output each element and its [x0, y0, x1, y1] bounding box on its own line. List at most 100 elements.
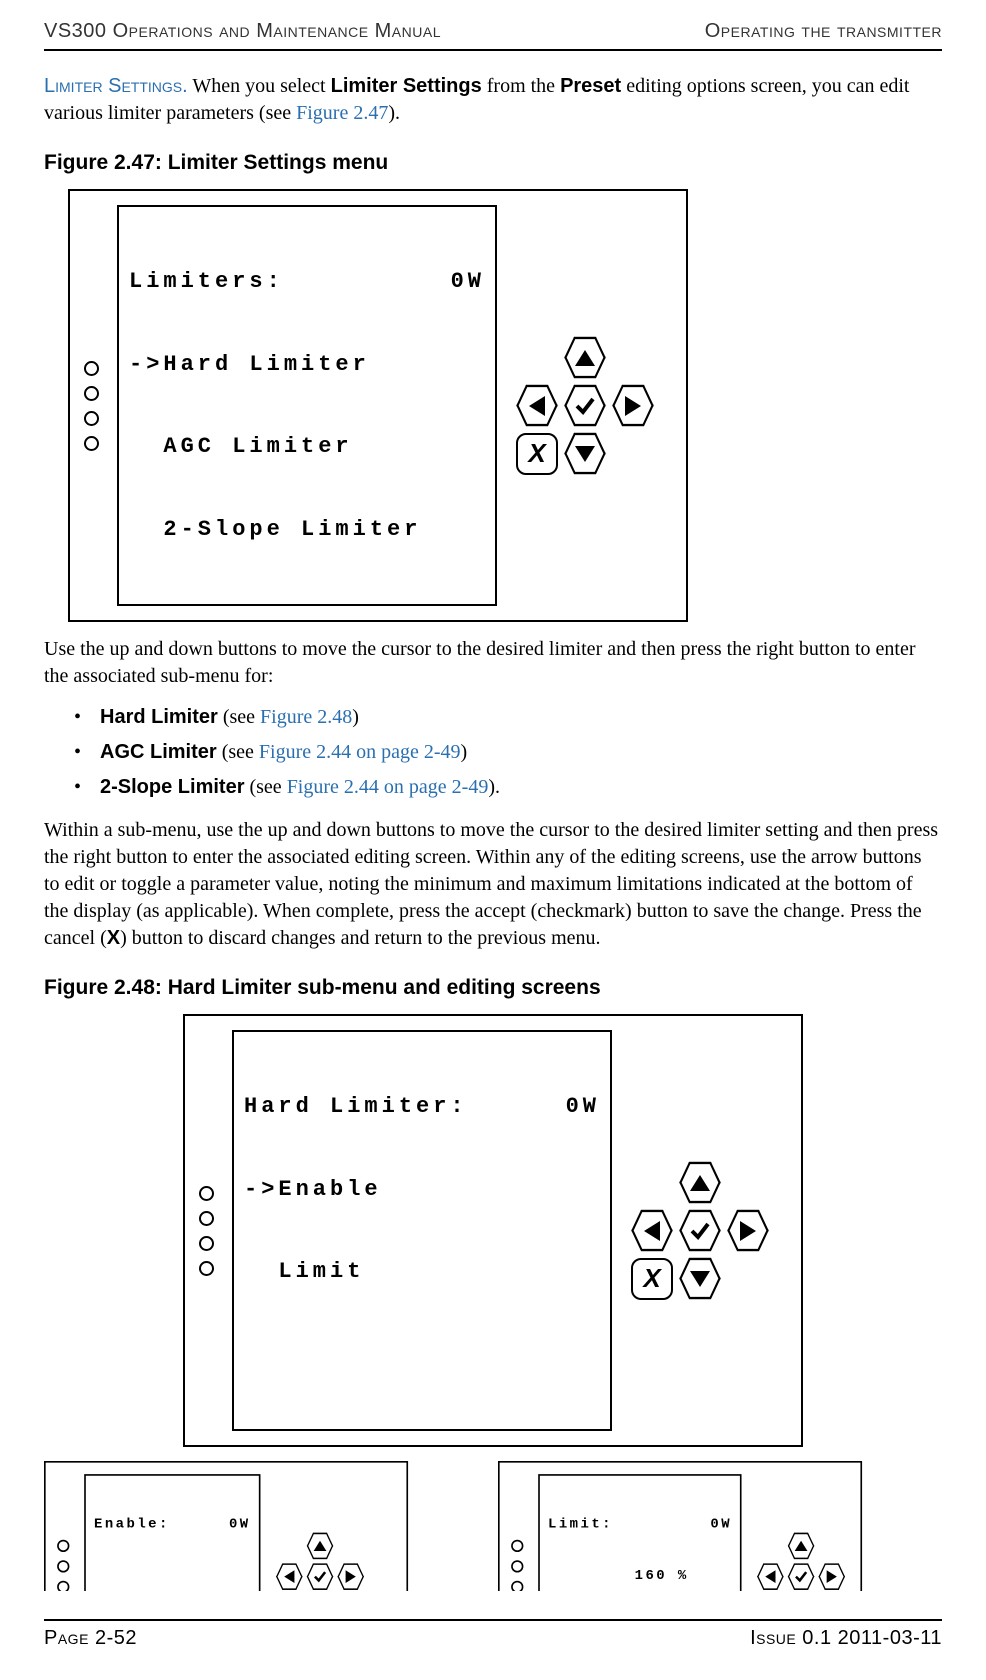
dpad: X [275, 1532, 365, 1591]
figure-247-caption: Figure 2.47: Limiter Settings menu [44, 151, 942, 175]
down-button[interactable] [563, 432, 607, 476]
led-column [511, 1540, 523, 1591]
cancel-button[interactable]: X [516, 433, 558, 475]
footer-rule [44, 1619, 942, 1621]
lcd-line: 160 % [548, 1568, 732, 1585]
p3-t2: ) button to discard changes and return t… [120, 927, 600, 949]
arrow-up-icon [690, 1175, 710, 1191]
list-link: Figure 2.44 on page 2-49 [259, 741, 461, 763]
submenu-paragraph: Within a sub-menu, use the up and down b… [44, 817, 942, 952]
lcd-line: Limit [244, 1258, 600, 1286]
arrow-left-icon [284, 1570, 294, 1583]
lcd-line: ->Hard Limiter [129, 351, 485, 379]
lcd-line: Limiters: [129, 268, 284, 296]
up-button[interactable] [678, 1161, 722, 1205]
up-button[interactable] [563, 336, 607, 380]
section-title-run: Limiter Settings. [44, 75, 188, 97]
arrow-right-icon [740, 1221, 756, 1241]
right-button[interactable] [611, 384, 655, 428]
left-button[interactable] [757, 1562, 785, 1590]
arrow-left-icon [644, 1221, 660, 1241]
accept-button[interactable] [306, 1562, 334, 1590]
right-button[interactable] [818, 1562, 846, 1590]
arrow-right-icon [346, 1570, 356, 1583]
led-icon [199, 1186, 214, 1201]
lcd-line: 0W [229, 1516, 251, 1533]
lcd-line: ->Enable [244, 1176, 600, 1204]
led-icon [84, 411, 99, 426]
list-end: ) [461, 741, 468, 763]
accept-button[interactable] [678, 1209, 722, 1253]
arrow-up-icon [575, 350, 595, 366]
list-mid: (see [218, 706, 260, 728]
p1-b1: Limiter Settings [331, 75, 482, 97]
left-button[interactable] [515, 384, 559, 428]
check-icon [573, 394, 597, 418]
p1-b2: Preset [560, 75, 621, 97]
lcd-line: Enable: [94, 1516, 170, 1533]
list-label: 2-Slope Limiter [100, 776, 244, 798]
down-button[interactable] [678, 1257, 722, 1301]
x-icon: X [643, 1263, 660, 1294]
p3-x: X [107, 927, 120, 949]
lcd-line: AGC Limiter [129, 433, 485, 461]
lcd-line: 2-Slope Limiter [129, 516, 485, 544]
right-button[interactable] [337, 1562, 365, 1590]
lcd-screen-limit: Limit:0W 160 % (0 to 160 %) [538, 1474, 742, 1591]
p1-t4: ). [388, 102, 400, 124]
left-button[interactable] [275, 1562, 303, 1590]
led-icon [84, 386, 99, 401]
accept-button[interactable] [563, 384, 607, 428]
list-end: ). [488, 776, 500, 798]
led-column [199, 1186, 214, 1276]
list-end: ) [352, 706, 359, 728]
led-icon [511, 1581, 523, 1591]
up-button[interactable] [787, 1532, 815, 1560]
arrow-right-icon [625, 396, 641, 416]
dpad: X [515, 336, 655, 476]
led-icon [199, 1211, 214, 1226]
arrow-left-icon [529, 396, 545, 416]
check-icon [312, 1569, 327, 1584]
lcd-line: 0W [451, 268, 485, 296]
header-rule [44, 49, 942, 51]
led-icon [57, 1540, 69, 1552]
list-mid: (see [244, 776, 286, 798]
arrow-down-icon [690, 1271, 710, 1287]
led-icon [84, 361, 99, 376]
left-button[interactable] [630, 1209, 674, 1253]
led-icon [84, 436, 99, 451]
right-button[interactable] [726, 1209, 770, 1253]
led-icon [511, 1540, 523, 1552]
list-label: AGC Limiter [100, 741, 217, 763]
check-icon [688, 1219, 712, 1243]
figure-248-caption: Figure 2.48: Hard Limiter sub-menu and e… [44, 976, 942, 1000]
led-icon [57, 1560, 69, 1572]
x-icon: X [528, 438, 545, 469]
limiter-settings-paragraph: Limiter Settings. When you select Limite… [44, 73, 942, 127]
list-item: Hard Limiter (see Figure 2.48) [100, 706, 942, 729]
figure-247: Limiters: 0W ->Hard Limiter AGC Limiter 2… [68, 189, 942, 622]
up-button[interactable] [306, 1532, 334, 1560]
header-right: Operating the transmitter [705, 20, 942, 43]
cancel-button[interactable]: X [631, 1258, 673, 1300]
header-left: VS300 Operations and Maintenance Manual [44, 20, 441, 43]
footer-right: Issue 0.1 2011-03-11 [750, 1627, 942, 1650]
arrow-right-icon [827, 1570, 837, 1583]
dpad: X [757, 1532, 847, 1591]
lcd-screen: Limiters: 0W ->Hard Limiter AGC Limiter 2… [117, 205, 497, 606]
list-link: Figure 2.44 on page 2-49 [287, 776, 489, 798]
led-icon [199, 1236, 214, 1251]
figure-248-main: Hard Limiter:0W ->Enable Limit X [44, 1014, 942, 1447]
check-icon [794, 1569, 809, 1584]
page-header: VS300 Operations and Maintenance Manual … [44, 20, 942, 49]
lcd-line: 0W [566, 1093, 600, 1121]
led-icon [57, 1581, 69, 1591]
list-item: 2-Slope Limiter (see Figure 2.44 on page… [100, 776, 942, 799]
lcd-line: 0W [710, 1516, 732, 1533]
footer-left: Page 2-52 [44, 1627, 137, 1650]
list-link: Figure 2.48 [260, 706, 352, 728]
arrow-up-icon [795, 1541, 808, 1551]
p1-t2: from the [482, 75, 560, 97]
accept-button[interactable] [787, 1562, 815, 1590]
